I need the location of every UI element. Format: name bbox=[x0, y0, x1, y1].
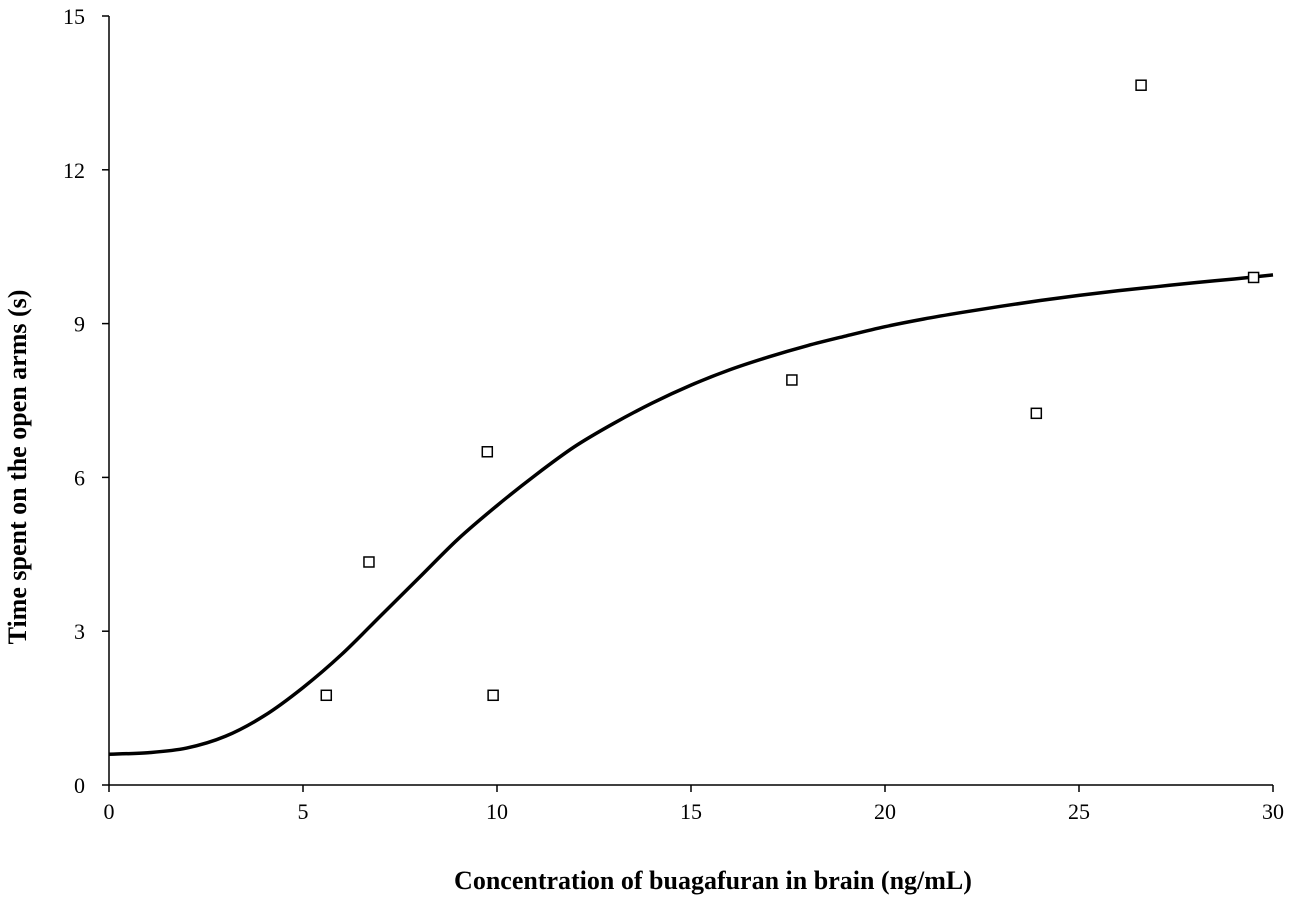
y-tick-label: 6 bbox=[74, 465, 85, 490]
data-point bbox=[1135, 79, 1147, 91]
data-point bbox=[320, 689, 333, 702]
plot-area: 0 5 10 15 20 25 30 0 3 6 9 12 15 bbox=[63, 4, 1284, 824]
x-tick-label: 5 bbox=[298, 799, 309, 824]
data-point bbox=[1247, 271, 1260, 284]
y-tick-label: 12 bbox=[63, 158, 85, 183]
data-point bbox=[786, 374, 798, 386]
y-axis-title: Time spent on the open arms (s) bbox=[3, 290, 32, 645]
data-point bbox=[1030, 407, 1043, 420]
data-point bbox=[487, 689, 499, 702]
x-axis-title: Concentration of buagafuran in brain (ng… bbox=[454, 866, 972, 895]
data-point bbox=[363, 556, 375, 568]
y-axis-ticks: 0 3 6 9 12 15 bbox=[63, 4, 109, 798]
x-tick-label: 20 bbox=[874, 799, 896, 824]
data-points-group bbox=[320, 79, 1260, 702]
y-tick-label: 15 bbox=[63, 4, 85, 29]
y-tick-label: 3 bbox=[74, 619, 85, 644]
x-tick-label: 10 bbox=[486, 799, 508, 824]
x-tick-label: 0 bbox=[104, 799, 115, 824]
data-point bbox=[481, 446, 494, 458]
y-tick-label: 0 bbox=[74, 773, 85, 798]
x-tick-label: 30 bbox=[1262, 799, 1284, 824]
fitted-curve-line bbox=[108, 273, 1274, 756]
fitted-curve-group bbox=[108, 273, 1274, 756]
x-tick-label: 25 bbox=[1068, 799, 1090, 824]
y-tick-label: 9 bbox=[74, 312, 85, 337]
x-axis-ticks: 0 5 10 15 20 25 30 bbox=[104, 785, 1284, 824]
x-tick-label: 15 bbox=[680, 799, 702, 824]
